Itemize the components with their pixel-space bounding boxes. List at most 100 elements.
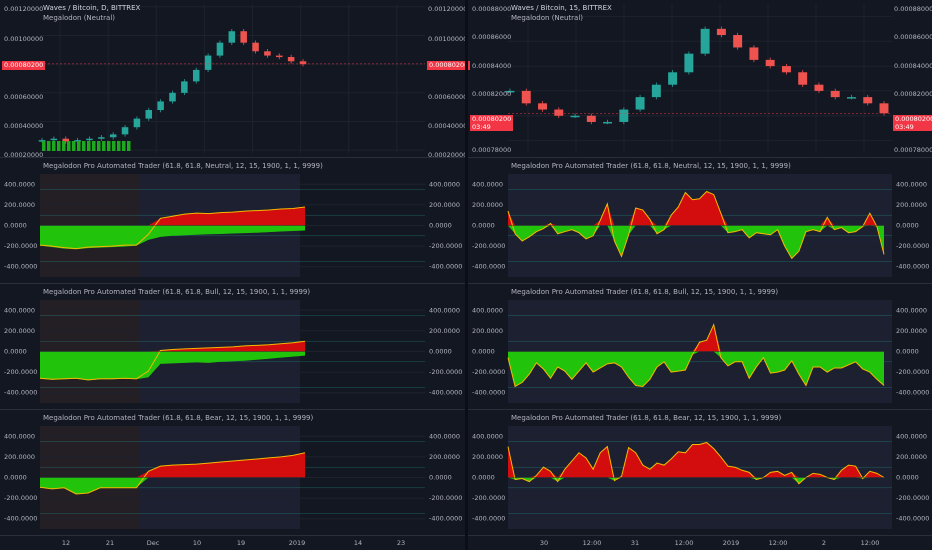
right-candle-body-2: [538, 103, 547, 110]
right-sep-1: [468, 157, 932, 158]
left-bear-osc-tick-right-3: -200.0000: [429, 494, 462, 502]
right-price-svg: [505, 4, 892, 153]
right-neutral-osc-tick-right-2: 0.0000: [896, 222, 919, 230]
left-sep-3: [0, 409, 465, 410]
right-neutral-svg: 400.0000 400.0000 200.0000 200.0000 0.0000 0.…: [472, 174, 929, 277]
left-candle-body-6: [109, 134, 117, 138]
right-neutral-osc-tick-right-1: 200.0000: [896, 201, 927, 209]
right-price-tick-2: 0.00086000: [472, 33, 512, 41]
right-bull-osc-tick-right-1: 200.0000: [896, 327, 927, 335]
left-neutral-series-1-positive-area: [40, 206, 305, 226]
left-price-tick-4: 0.00060000: [4, 93, 44, 101]
left-bull-osc-tick-left-2: 0.0000: [4, 348, 27, 356]
right-symbol-title: Waves / Bitcoin, 15, BITTREX: [511, 4, 612, 12]
right-neutral-osc-tick-left-3: -200.0000: [472, 242, 505, 250]
left-candle-body-3: [74, 140, 81, 142]
left-bull-osc-tick-left-1: 200.0000: [4, 327, 35, 335]
right-bear-title: Megalodon Pro Automated Trader (61.8, 61…: [511, 414, 782, 422]
left-x-tick-5: 19: [236, 539, 246, 547]
left-candle-body-19: [264, 51, 271, 56]
left-candle-body-16: [228, 31, 236, 43]
right-candle-body-16: [765, 59, 775, 67]
right-bear-osc-tick-right-2: 0.0000: [896, 474, 919, 482]
right-time-axis[interactable]: 30 12:00 31 12:00 2019 12:00 2 12:00: [468, 536, 932, 550]
left-signal-bar-5: [67, 141, 71, 151]
right-x-tick-5: 2019: [722, 539, 740, 547]
left-oscillator-neutral-pane[interactable]: 400.0000 400.0000 200.0000 200.0000 0.0000 0.…: [0, 158, 465, 283]
right-neutral-osc-tick-right-3: -200.0000: [896, 242, 929, 250]
left-signal-bar-0: [42, 141, 46, 151]
right-bear-osc-tick-left-0: 400.0000: [472, 432, 503, 440]
left-candle-body-14: [204, 55, 212, 70]
left-price-tick-1: 0.00120000: [4, 5, 44, 13]
right-bull-osc-tick-right-4: -400.0000: [896, 389, 929, 397]
left-last-price-tag-right: 0.00080200: [427, 61, 471, 70]
left-signal-bar-2: [52, 141, 56, 151]
right-bear-osc-tick-left-3: -200.0000: [472, 494, 505, 502]
left-candle-body-1: [50, 138, 58, 141]
left-bear-osc-tick-right-1: 200.0000: [429, 453, 460, 461]
left-x-tick-4: 10: [192, 539, 202, 547]
left-bear-title: Megalodon Pro Automated Trader (61.8, 61…: [43, 414, 314, 422]
left-bull-osc-tick-left-3: -200.0000: [4, 368, 37, 376]
right-candle-body-22: [863, 97, 873, 104]
left-bear-series-0-line: [39, 452, 306, 495]
left-oscillator-bull-pane[interactable]: 400.0000 400.0000 200.0000 200.0000 0.0000 0.…: [0, 284, 465, 409]
right-candle-body-5: [586, 115, 596, 122]
right-neutral-osc-tick-left-0: 400.0000: [472, 180, 503, 188]
left-signal-bar-10: [92, 141, 96, 151]
left-neutral-osc-tick-left-4: -400.0000: [4, 263, 37, 271]
left-price-tick-2-right: 0.00100000: [428, 35, 468, 43]
column-divider[interactable]: [465, 0, 468, 550]
right-price-pane[interactable]: Waves / Bitcoin, 15, BITTREX Megalodon (…: [468, 0, 932, 157]
right-candle-body-23: [879, 103, 889, 114]
left-signal-bar-13: [107, 141, 111, 151]
left-time-axis[interactable]: 12 21 Dec 10 19 2019 14 23: [0, 536, 465, 550]
right-last-price-tag-left: 0.00080200 03:49: [470, 115, 514, 131]
right-candle-body-17: [781, 66, 791, 73]
left-neutral-osc-tick-right-1: 200.0000: [429, 201, 460, 209]
left-signal-bar-17: [127, 141, 131, 151]
right-bull-series-0-negative-area: [508, 351, 884, 387]
right-last-price-right: 0.00080200: [895, 115, 932, 123]
right-neutral-osc-tick-left-4: -400.0000: [472, 263, 505, 271]
right-price-tick-2-right: 0.00086000: [894, 33, 932, 41]
left-neutral-osc-tick-right-4: -400.0000: [429, 263, 462, 271]
left-neutral-osc-tick-left-3: -200.0000: [4, 242, 37, 250]
right-neutral-title: Megalodon Pro Automated Trader (61.8, 61…: [511, 162, 791, 170]
right-candle-body-7: [619, 109, 629, 122]
right-price-tick-4-right: 0.00082000: [894, 90, 932, 98]
right-oscillator-neutral-pane[interactable]: 400.0000 400.0000 200.0000 200.0000 0.0000 0.…: [468, 158, 932, 283]
left-candle-body-8: [133, 118, 141, 128]
left-bull-title: Megalodon Pro Automated Trader (61.8, 61…: [43, 288, 311, 296]
left-bear-osc-tick-left-2: 0.0000: [4, 474, 27, 482]
right-neutral-osc-tick-left-2: 0.0000: [472, 222, 495, 230]
right-sep-3: [468, 409, 932, 410]
left-neutral-series-1-negative-area: [40, 225, 305, 249]
right-candle-body-12: [700, 28, 710, 54]
left-neutral-osc-tick-left-1: 200.0000: [4, 201, 35, 209]
left-candle-body-4: [86, 138, 93, 141]
left-oscillator-bear-pane[interactable]: 400.0000 400.0000 200.0000 200.0000 0.0000 0.…: [0, 410, 465, 535]
right-neutral-osc-tick-right-4: -400.0000: [896, 263, 929, 271]
left-x-tick-7: 14: [353, 539, 363, 547]
left-indicator-name: Megalodon (Neutral): [43, 14, 115, 22]
right-neutral-osc-tick-right-0: 400.0000: [896, 180, 927, 188]
right-bear-svg: 400.0000 400.0000 200.0000 200.0000 0.0000 0.…: [472, 426, 929, 529]
right-oscillator-bear-pane[interactable]: 400.0000 400.0000 200.0000 200.0000 0.0000 0.…: [468, 410, 932, 535]
left-neutral-osc-tick-right-0: 400.0000: [429, 180, 460, 188]
right-x-tick-8: 12:00: [860, 539, 880, 547]
left-price-pane[interactable]: Waves / Bitcoin, D, BITTREX Megalodon (N…: [0, 0, 471, 159]
left-signal-bar-11: [97, 141, 101, 151]
right-oscillator-bull-pane[interactable]: 400.0000 400.0000 200.0000 200.0000 0.0000 0.…: [468, 284, 932, 409]
right-candle-body-3: [554, 109, 564, 116]
left-price-tick-5: 0.00040000: [4, 122, 44, 130]
left-x-tick-6: 2019: [288, 539, 306, 547]
left-neutral-title: Megalodon Pro Automated Trader (61.8, 61…: [43, 162, 323, 170]
right-candle-body-0: [505, 90, 515, 93]
left-bull-osc-tick-left-0: 400.0000: [4, 306, 35, 314]
right-countdown-right: 03:49: [895, 123, 914, 131]
left-bull-svg: 400.0000 400.0000 200.0000 200.0000 0.0000 0.…: [4, 300, 462, 403]
left-candle-body-5: [98, 137, 105, 139]
left-bull-osc-tick-left-4: -400.0000: [4, 389, 37, 397]
